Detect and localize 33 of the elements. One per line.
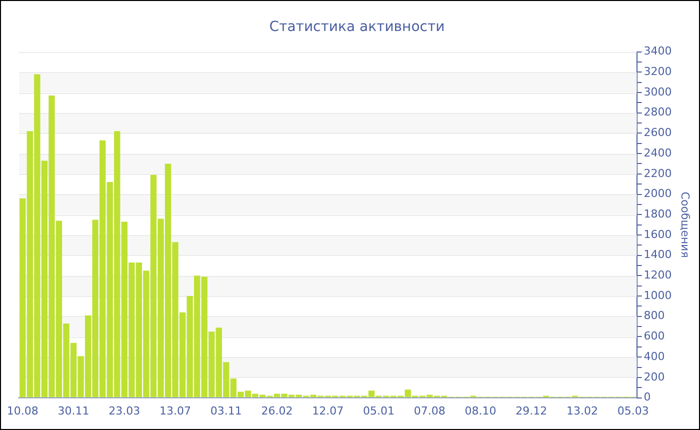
y-tick-label: 400 xyxy=(644,350,665,363)
x-tick-label: 10.08 xyxy=(6,404,38,418)
y-tick-label: 3200 xyxy=(644,65,672,78)
y-tick-label: 1800 xyxy=(644,207,672,220)
y-axis-title: Сообщения xyxy=(678,192,692,258)
y-tick-label: 200 xyxy=(644,370,665,384)
y-tick-label: 800 xyxy=(644,309,665,322)
x-tick-label: 05.01 xyxy=(363,404,395,418)
x-tick-label: 26.02 xyxy=(261,404,293,418)
y-tick-label: 600 xyxy=(644,330,665,343)
x-tick-label: 12.07 xyxy=(312,404,344,418)
chart-title: Статистика активности xyxy=(269,19,445,36)
x-tick-label: 05.03 xyxy=(617,404,649,418)
x-tick-label: 03.11 xyxy=(210,404,242,418)
x-tick-label: 29.12 xyxy=(516,404,548,418)
y-tick-label: 1000 xyxy=(644,288,672,302)
y-tick-label: 1400 xyxy=(644,248,672,262)
y-tick-label: 0 xyxy=(644,390,651,404)
x-tick-label: 08.10 xyxy=(464,404,496,418)
x-tick-label: 07.08 xyxy=(414,404,446,418)
y-tick-label: 2600 xyxy=(644,126,672,140)
y-tick-label: 1600 xyxy=(644,228,672,241)
y-tick-label: 3400 xyxy=(644,44,672,58)
y-tick-label: 2000 xyxy=(644,187,672,200)
x-tick-label: 13.07 xyxy=(160,404,192,418)
y-tick-label: 2200 xyxy=(644,166,672,180)
y-tick-label: 2400 xyxy=(644,146,672,160)
y-tick-label: 3000 xyxy=(644,85,672,98)
y-tick-label: 2800 xyxy=(644,106,672,119)
x-tick-label: 13.02 xyxy=(566,404,598,418)
x-tick-label: 30.11 xyxy=(58,404,90,418)
y-tick-label: 1200 xyxy=(644,268,672,282)
x-tick-label: 23.03 xyxy=(108,404,140,418)
